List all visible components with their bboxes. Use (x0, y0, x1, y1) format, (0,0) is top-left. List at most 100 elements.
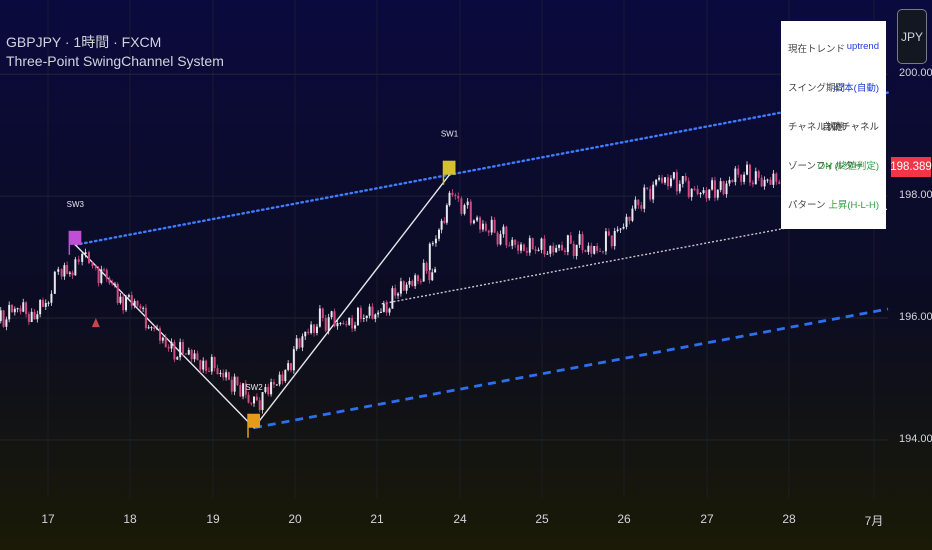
candle-body (119, 296, 122, 303)
candle-body (696, 188, 699, 195)
candle-body (552, 245, 555, 253)
candle-body (310, 324, 313, 334)
candle-body (616, 229, 619, 231)
swing-flag-icon (248, 413, 260, 428)
swing-flag-icon (69, 230, 82, 245)
candle-body (374, 314, 377, 319)
candle-body (41, 300, 44, 307)
candle-body (520, 244, 523, 251)
candle-body (705, 190, 708, 199)
swing-flag-icon (443, 160, 456, 175)
candle-body (414, 275, 417, 287)
candle-body (466, 201, 469, 206)
candle-body (8, 304, 11, 320)
candle-body (422, 262, 425, 282)
info-label: スイング期間 (788, 83, 846, 94)
candle-body (438, 229, 440, 239)
candle-body (113, 283, 116, 285)
y-tick-label: 200.000 (899, 67, 932, 80)
candle-body (428, 243, 431, 270)
candle-body (156, 328, 159, 330)
x-tick-label: 17 (41, 512, 55, 526)
candle-body (431, 272, 434, 281)
candle-body (584, 250, 587, 252)
candle-body (640, 205, 643, 209)
candle-body (253, 396, 255, 404)
candle-body (250, 402, 253, 404)
candle-body (610, 235, 613, 247)
candle-body (27, 314, 30, 323)
candle-body (356, 307, 359, 326)
candle-body (379, 311, 382, 313)
candle-body (411, 280, 414, 287)
candle-body (490, 219, 493, 233)
candle-body (190, 349, 193, 360)
candle-body (508, 245, 511, 247)
candle-body (769, 179, 772, 185)
candle-body (397, 293, 400, 296)
candle-body (388, 308, 391, 313)
candle-body (133, 301, 136, 306)
candle-body (230, 379, 233, 392)
currency-button[interactable]: JPY (897, 9, 927, 64)
candle-body (264, 387, 267, 393)
candle-body (74, 259, 77, 276)
info-value: 上昇(H-L-H) (828, 200, 879, 211)
candle-body (505, 226, 508, 246)
candle-body (763, 179, 766, 187)
candle-body (613, 230, 616, 247)
candle-body (339, 322, 342, 324)
candle-body (563, 250, 566, 252)
candle-body (136, 301, 139, 306)
candle-body (643, 187, 646, 209)
candle-body (44, 303, 47, 307)
candle-body (619, 228, 622, 230)
candle-body (687, 180, 690, 198)
candle-body (625, 216, 628, 227)
candle-body (182, 342, 185, 354)
candle-body (775, 173, 778, 182)
x-tick-label: 28 (782, 512, 796, 526)
x-tick-label: 27 (700, 512, 714, 526)
candle-body (22, 302, 25, 312)
candle-body (511, 239, 514, 246)
info-label: パターン (788, 200, 826, 211)
candle-body (261, 392, 264, 411)
candle-body (778, 181, 781, 184)
candle-body (740, 174, 743, 182)
candle-body (127, 295, 130, 297)
candle-body (391, 288, 394, 309)
candle-body (13, 308, 16, 313)
candle-body (295, 338, 298, 350)
candle-body (301, 336, 304, 348)
candle-body (499, 234, 502, 245)
candle-body (333, 311, 336, 327)
candle-body (566, 235, 569, 252)
info-value: uptrend (846, 41, 879, 52)
candle-body (359, 307, 362, 319)
info-row-zone-filter: ゾーンフィルター ON (終値判定) (781, 148, 886, 178)
candle-body (11, 304, 13, 313)
x-tick-label: 19 (206, 512, 220, 526)
candle-body (336, 323, 339, 327)
candle-body (719, 181, 722, 190)
candle-body (664, 177, 667, 183)
candle-body (275, 384, 278, 386)
candle-body (125, 296, 128, 311)
candle-body (402, 281, 405, 291)
candle-body (225, 372, 228, 378)
candle-body (569, 235, 572, 244)
candle-body (522, 244, 525, 251)
candle-body (528, 238, 531, 253)
candle-body (68, 272, 71, 274)
candle-body (233, 376, 236, 392)
candle-body (105, 269, 108, 279)
candle-body (646, 187, 649, 189)
x-tick-label: 20 (288, 512, 302, 526)
info-row-pattern: パターン 上昇(H-L-H) (781, 187, 886, 217)
candle-body (549, 245, 552, 254)
candle-body (2, 310, 5, 327)
candle-body (702, 190, 705, 193)
candle-body (60, 269, 63, 277)
